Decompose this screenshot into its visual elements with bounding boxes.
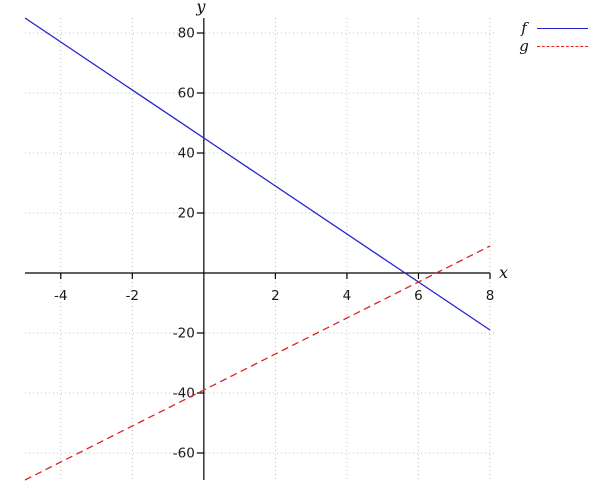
axes: [25, 18, 491, 480]
x-tick-label: 2: [271, 288, 280, 304]
legend-label-g: g: [519, 37, 529, 55]
grid: [25, 18, 497, 480]
y-tick-label: 60: [178, 86, 195, 102]
series-f-line: [24, 17, 491, 331]
y-tick-label: 80: [178, 26, 195, 42]
x-tick-label: 8: [486, 288, 495, 304]
y-tick-label: 40: [178, 146, 195, 162]
legend-item-g: g: [516, 37, 588, 55]
y-tick-label: -60: [173, 446, 195, 462]
x-tick-label: 6: [414, 288, 423, 304]
y-tick-label: -40: [173, 386, 195, 402]
y-tick-label: -20: [173, 326, 195, 342]
legend-line-sample-g: [537, 45, 588, 47]
series-g-line: [24, 245, 491, 481]
legend-item-f: f: [516, 19, 588, 37]
y-axis-label: y: [195, 0, 206, 16]
x-axis-label: x: [499, 263, 508, 282]
y-tick-label: 20: [178, 206, 195, 222]
legend: f g: [516, 19, 588, 55]
legend-label-f: f: [521, 19, 527, 37]
x-tick-label: 4: [343, 288, 352, 304]
x-tick-label: -4: [54, 288, 67, 304]
legend-line-sample-f: [537, 27, 588, 29]
x-tick-label: -2: [126, 288, 139, 304]
